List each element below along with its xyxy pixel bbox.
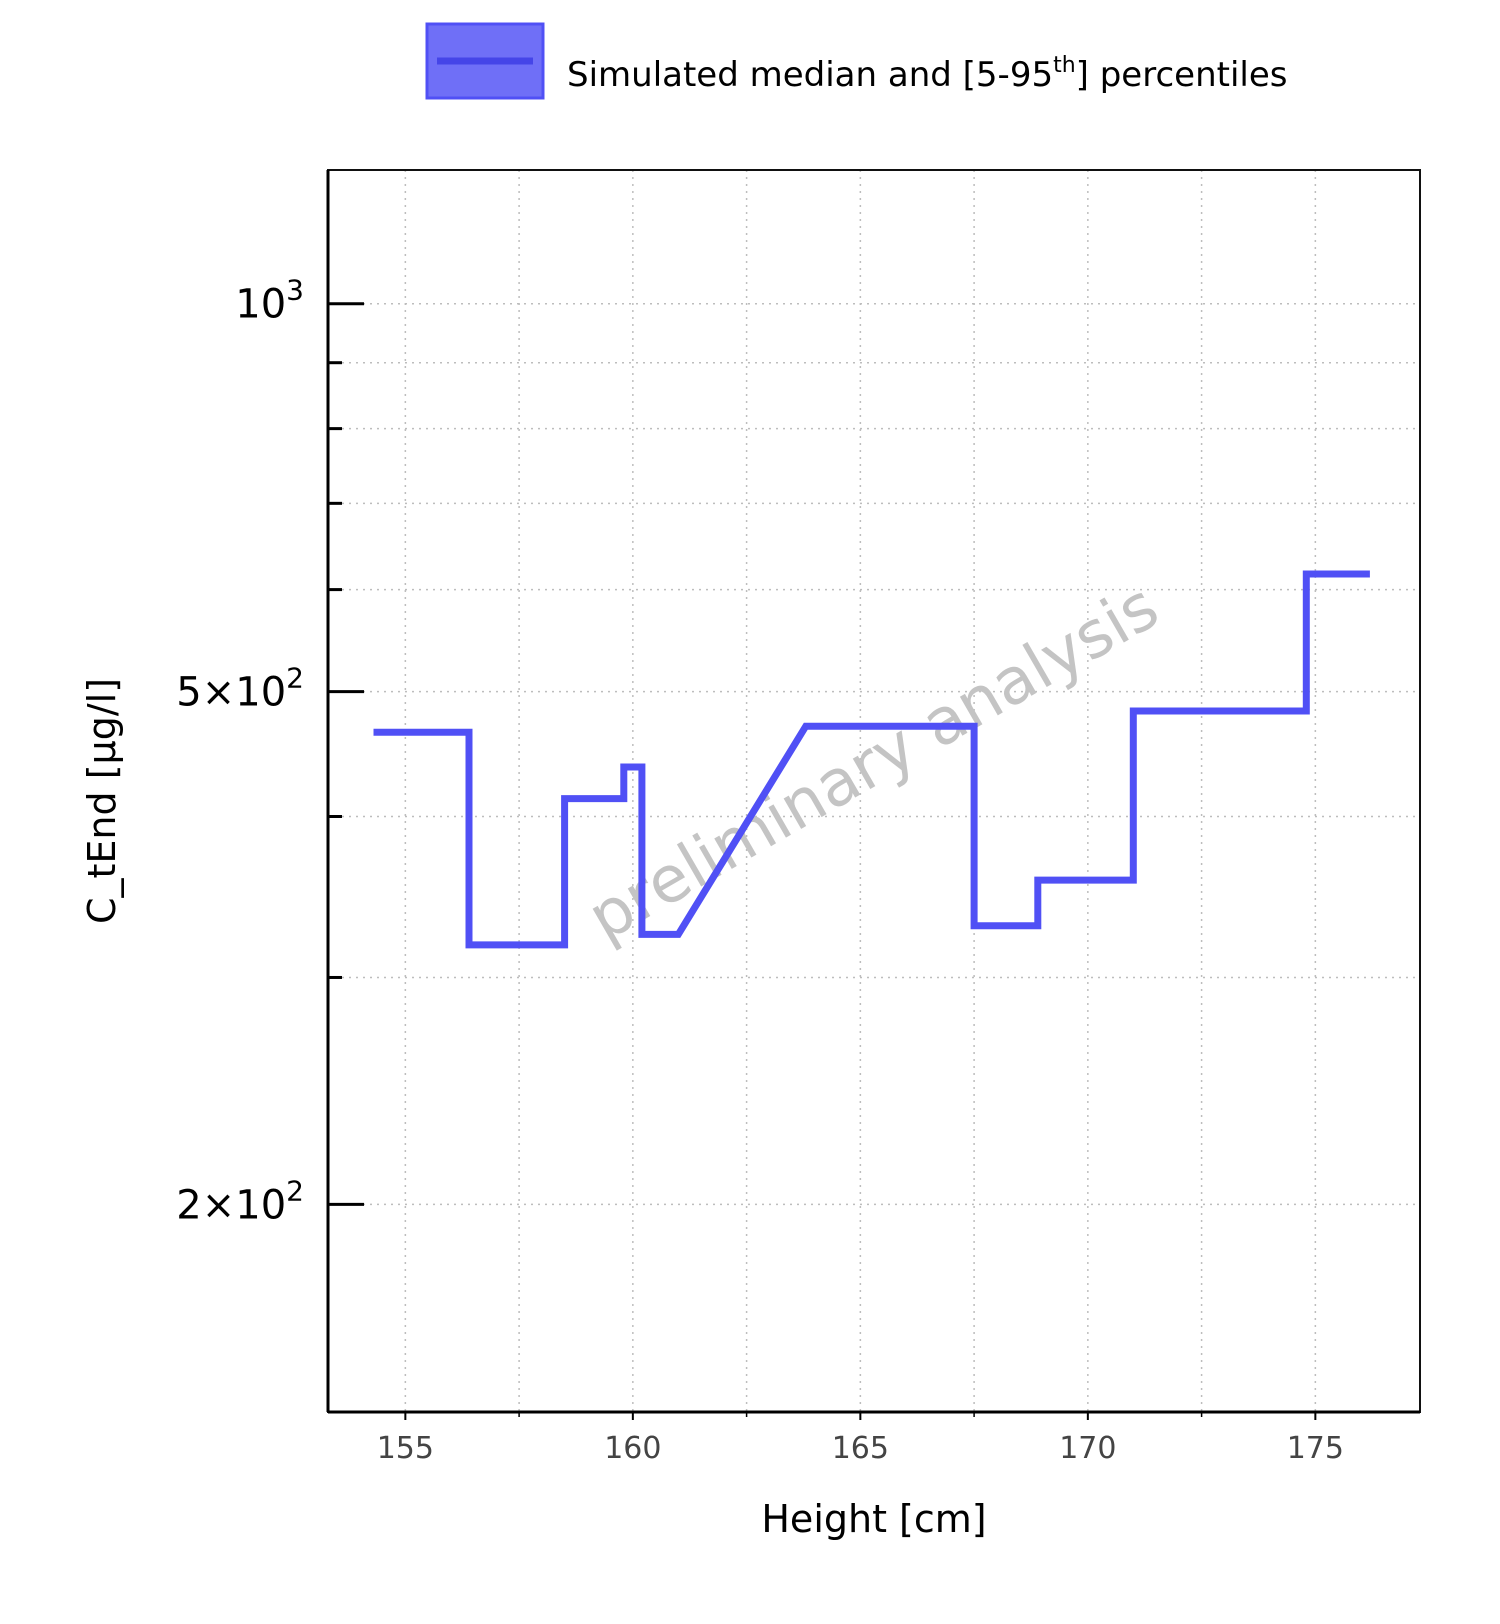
watermark: preliminary analysis: [576, 570, 1171, 956]
y-tick-label: 2×102: [176, 1174, 304, 1228]
x-tick-label: 175: [1287, 1431, 1344, 1466]
y-axis-label: C_tEnd [µg/l]: [80, 678, 124, 924]
series-line: [373, 570, 1370, 949]
legend-label: Simulated median and [5-95th] percentile…: [567, 53, 1287, 95]
y-tick-label-exponent: 2: [286, 1174, 304, 1207]
x-axis-label: Height [cm]: [761, 1497, 986, 1541]
y-tick-label: 103: [235, 274, 304, 328]
x-tick-label: 170: [1059, 1431, 1116, 1466]
y-tick-label: 5×102: [176, 662, 304, 716]
x-tick-label: 155: [377, 1431, 434, 1466]
legend-label-sup: th: [1053, 53, 1076, 78]
y-tick-label-base: 5×10: [176, 670, 286, 716]
axis-labels: Height [cm] C_tEnd [µg/l]: [80, 678, 987, 1541]
y-tick-label-base: 10: [235, 282, 286, 328]
y-tick-label-exponent: 3: [286, 274, 304, 307]
legend-label-main: Simulated median and [5-95: [567, 55, 1053, 95]
legend: Simulated median and [5-95th] percentile…: [425, 22, 1287, 100]
watermark-text: preliminary analysis: [576, 570, 1171, 956]
x-tick-label: 165: [832, 1431, 889, 1466]
y-tick-label-exponent: 2: [286, 662, 304, 695]
x-tick-label: 160: [604, 1431, 661, 1466]
series-layer: [373, 570, 1370, 949]
y-tick-label-base: 2×10: [176, 1182, 286, 1228]
legend-label-end: ] percentiles: [1076, 55, 1288, 95]
grid: [328, 170, 1420, 1412]
